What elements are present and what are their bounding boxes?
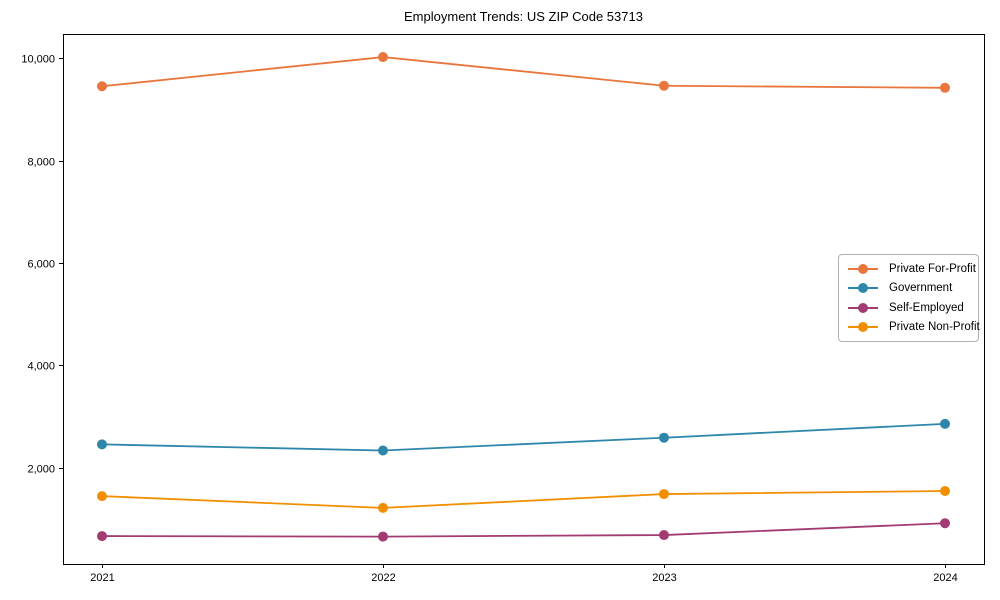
data-point-government-2023 xyxy=(659,432,669,443)
data-point-private-for-profit-2022 xyxy=(378,52,388,63)
series-line-private-for-profit xyxy=(101,56,946,89)
legend-item-self-employed: Self-Employed xyxy=(839,299,978,317)
data-point-government-2022 xyxy=(378,445,388,456)
x-tick-label: 2021 xyxy=(90,572,114,584)
legend-label-private-for-profit: Private For-Profit xyxy=(889,262,976,275)
legend-item-private-for-profit: Private For-Profit xyxy=(839,260,978,278)
data-point-government-2024 xyxy=(940,418,950,429)
legend-label-self-employed: Self-Employed xyxy=(889,301,964,314)
series-line-self-employed xyxy=(101,522,946,538)
data-point-private-non-profit-2023 xyxy=(659,489,669,500)
data-point-private-non-profit-2021 xyxy=(97,491,107,502)
x-tick-label: 2024 xyxy=(933,572,957,584)
legend-swatch-self-employed xyxy=(848,302,878,313)
legend-swatch-private-for-profit xyxy=(848,263,878,274)
x-tick-label: 2022 xyxy=(371,572,395,584)
data-point-private-non-profit-2022 xyxy=(378,502,388,513)
data-point-self-employed-2021 xyxy=(97,531,107,542)
legend-swatch-government xyxy=(848,283,878,294)
legend-label-government: Government xyxy=(889,282,953,295)
data-point-private-for-profit-2023 xyxy=(659,80,669,91)
data-point-private-non-profit-2024 xyxy=(940,485,950,496)
data-point-private-for-profit-2021 xyxy=(97,81,107,92)
series-line-private-non-profit xyxy=(101,490,946,509)
data-point-government-2021 xyxy=(97,439,107,450)
series-line-government xyxy=(101,422,946,452)
chart-title: Employment Trends: US ZIP Code 53713 xyxy=(404,9,643,24)
data-point-self-employed-2022 xyxy=(378,531,388,542)
y-tick-label: 8,000 xyxy=(27,157,55,169)
y-tick-label: 2,000 xyxy=(27,464,55,476)
legend-item-government: Government xyxy=(839,279,978,297)
x-tick-label: 2023 xyxy=(652,572,676,584)
legend: Private For-Profit Government Self-Employe… xyxy=(838,254,980,342)
data-point-self-employed-2024 xyxy=(940,518,950,529)
legend-label-private-non-profit: Private Non-Profit xyxy=(889,321,980,334)
legend-item-private-non-profit: Private Non-Profit xyxy=(839,318,980,336)
y-tick-label: 10,000 xyxy=(21,54,55,66)
data-point-self-employed-2023 xyxy=(659,530,669,541)
y-tick-label: 4,000 xyxy=(27,361,55,373)
legend-swatch-private-non-profit xyxy=(848,322,878,333)
data-point-private-for-profit-2024 xyxy=(940,82,950,93)
y-tick-label: 6,000 xyxy=(27,259,55,271)
plot-frame xyxy=(63,34,985,565)
